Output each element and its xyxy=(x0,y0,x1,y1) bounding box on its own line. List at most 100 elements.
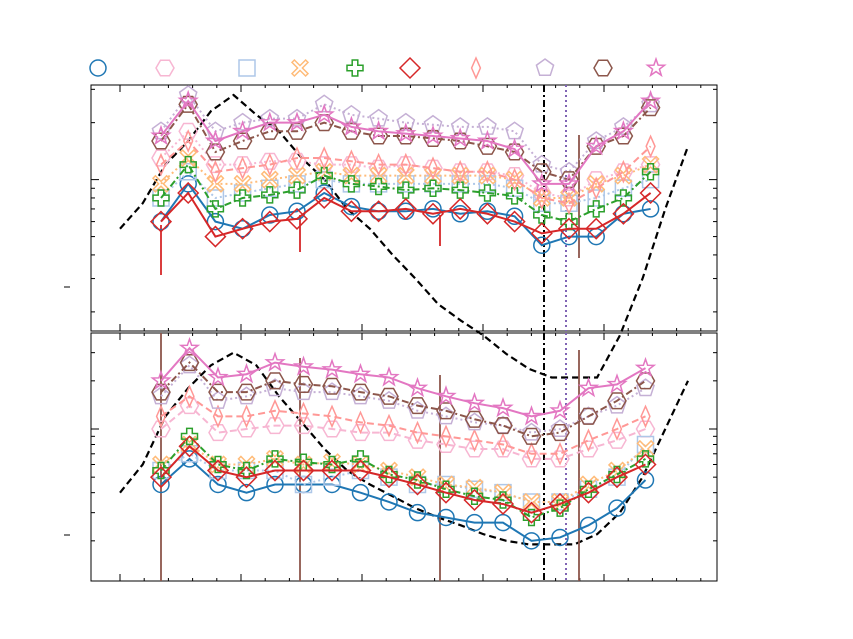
series-line-7 xyxy=(160,139,652,205)
series-9-point-15 xyxy=(550,424,570,442)
series-8-point-17 xyxy=(586,131,606,150)
series-4-point-11 xyxy=(423,166,443,185)
series-7-point-11 xyxy=(440,424,452,449)
series-10-point-6 xyxy=(292,355,315,376)
series-10-point-8 xyxy=(349,362,372,384)
series-1-point-1 xyxy=(152,212,170,231)
series-9-point-11 xyxy=(423,129,443,148)
series-8-point-8 xyxy=(341,104,361,123)
series-5-point-3 xyxy=(206,200,225,218)
series-1-point-5 xyxy=(266,475,284,494)
series-7-point-5 xyxy=(269,398,281,423)
series-7-point-15 xyxy=(554,441,566,466)
series-6-point-7 xyxy=(320,459,344,482)
series-6-point-6 xyxy=(285,207,309,230)
series-4-point-2 xyxy=(180,435,199,454)
series-line-10 xyxy=(160,99,652,185)
series-10-point-12 xyxy=(463,391,486,413)
series-1-point-7 xyxy=(315,184,333,202)
series-8-point-4 xyxy=(237,386,256,405)
series-2-point-3 xyxy=(208,424,228,442)
series-6-point-17 xyxy=(605,466,629,489)
series-7-point-6 xyxy=(298,401,309,426)
series-6-point-4 xyxy=(231,217,254,240)
series-10-point-14 xyxy=(503,137,526,159)
series-1-point-3 xyxy=(209,475,227,494)
series-1-point-15 xyxy=(533,236,551,254)
series-8-point-8 xyxy=(351,386,370,405)
series-6-point-1 xyxy=(149,210,173,233)
series-1-point-5 xyxy=(261,206,279,224)
series-7-point-1 xyxy=(155,152,167,177)
series-2-point-8 xyxy=(341,156,362,174)
series-1-point-18 xyxy=(636,471,655,489)
series-7-point-13 xyxy=(497,432,509,457)
reference-curve xyxy=(119,93,690,379)
series-7-point-4 xyxy=(237,156,248,180)
series-4-point-12 xyxy=(451,166,470,185)
series-line-5 xyxy=(160,162,652,223)
series-9-point-2 xyxy=(178,95,199,113)
series-7-point-7 xyxy=(318,146,330,170)
series-10-point-11 xyxy=(422,124,444,146)
series-7-point-3 xyxy=(210,159,221,184)
panel-bottom xyxy=(64,332,718,582)
series-9-point-9 xyxy=(379,387,399,405)
series-5-point-12 xyxy=(451,181,469,199)
series-4-point-18 xyxy=(636,439,655,459)
axes-frame xyxy=(90,332,718,582)
series-3-point-19 xyxy=(641,170,660,189)
series-5-point-5 xyxy=(261,186,279,204)
series-10-point-9 xyxy=(378,366,400,387)
series-8-point-14 xyxy=(522,422,541,441)
series-10-point-17 xyxy=(606,373,628,394)
series-10-point-1 xyxy=(150,369,172,390)
series-5-point-10 xyxy=(397,181,415,199)
series-6-point-14 xyxy=(520,501,543,524)
series-1-point-10 xyxy=(408,503,427,522)
series-line-6 xyxy=(160,444,646,514)
series-7-point-8 xyxy=(346,149,357,174)
series-10-point-13 xyxy=(476,129,499,151)
series-9-point-17 xyxy=(607,392,627,410)
series-6-point-11 xyxy=(421,202,445,225)
series-2-point-6 xyxy=(293,417,314,435)
series-7-point-10 xyxy=(400,152,412,177)
series-10-point-12 xyxy=(449,127,471,148)
series-1-point-3 xyxy=(206,212,225,231)
series-5-point-7 xyxy=(315,166,333,185)
series-2-point-2 xyxy=(178,122,199,140)
series-2-point-8 xyxy=(350,424,371,442)
series-4-point-16 xyxy=(559,188,579,208)
series-1-point-15 xyxy=(551,528,569,547)
series-4-point-5 xyxy=(265,449,285,468)
series-line-5 xyxy=(160,434,646,519)
series-9-point-13 xyxy=(493,417,513,435)
series-1-point-11 xyxy=(437,508,455,527)
series-1-point-19 xyxy=(641,200,660,218)
series-2-point-1 xyxy=(151,420,171,438)
series-1-point-14 xyxy=(522,532,541,550)
series-5-point-9 xyxy=(380,465,398,484)
series-4-point-6 xyxy=(287,166,307,185)
series-10-point-5 xyxy=(259,111,281,132)
series-7-point-12 xyxy=(454,159,466,184)
series-6-point-9 xyxy=(377,466,401,489)
legend-marker-8 xyxy=(535,58,555,77)
series-2-point-5 xyxy=(265,417,285,435)
series-10-point-11 xyxy=(435,385,457,406)
series-5-point-5 xyxy=(266,450,284,468)
series-6-point-10 xyxy=(394,197,417,220)
series-1-point-12 xyxy=(451,205,469,223)
series-7-point-10 xyxy=(412,420,423,445)
series-9-point-4 xyxy=(232,132,253,150)
panel-top xyxy=(64,84,718,379)
series-6-point-13 xyxy=(476,202,499,225)
series-3-point-18 xyxy=(636,435,655,454)
series-5-point-8 xyxy=(342,175,361,193)
series-10-point-9 xyxy=(367,120,390,141)
legend-marker-1 xyxy=(89,59,107,77)
series-2-point-13 xyxy=(493,440,513,458)
series-10-point-2 xyxy=(177,89,199,111)
series-10-point-18 xyxy=(612,120,635,141)
